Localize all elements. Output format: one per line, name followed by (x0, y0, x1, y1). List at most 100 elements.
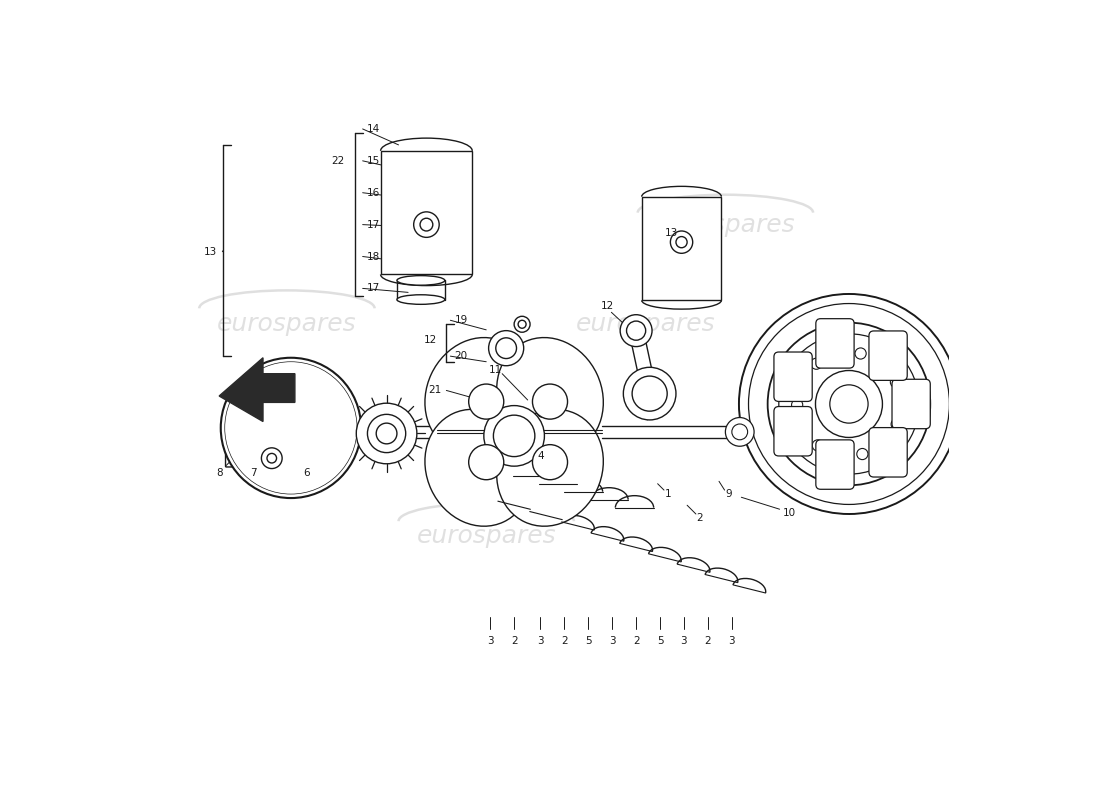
Text: 9: 9 (725, 489, 732, 499)
Text: 7: 7 (250, 468, 256, 478)
Circle shape (532, 445, 568, 480)
Circle shape (620, 314, 652, 346)
Text: 1: 1 (664, 489, 671, 499)
Circle shape (725, 418, 755, 446)
FancyBboxPatch shape (381, 151, 472, 274)
FancyBboxPatch shape (774, 352, 812, 402)
Text: 6: 6 (304, 468, 310, 478)
Circle shape (627, 321, 646, 340)
Circle shape (414, 212, 439, 238)
Circle shape (732, 424, 748, 440)
Text: eurospares: eurospares (656, 213, 795, 237)
Circle shape (768, 322, 931, 486)
Ellipse shape (425, 410, 531, 526)
Circle shape (632, 376, 668, 411)
Text: eurospares: eurospares (217, 312, 356, 336)
Text: 4: 4 (537, 451, 543, 461)
Ellipse shape (497, 338, 603, 454)
Text: 17: 17 (366, 220, 379, 230)
Text: 2: 2 (704, 636, 712, 646)
Circle shape (376, 423, 397, 444)
Circle shape (238, 374, 344, 482)
Circle shape (811, 358, 822, 370)
Circle shape (420, 218, 432, 231)
Text: 2: 2 (696, 513, 703, 523)
FancyBboxPatch shape (816, 318, 854, 368)
Text: 3: 3 (728, 636, 735, 646)
Text: 3: 3 (537, 636, 543, 646)
Text: 5: 5 (657, 636, 663, 646)
Circle shape (242, 378, 340, 478)
Ellipse shape (397, 294, 444, 304)
Circle shape (739, 294, 959, 514)
Circle shape (514, 316, 530, 332)
Text: 19: 19 (454, 315, 467, 326)
Text: 10: 10 (782, 508, 795, 518)
Ellipse shape (425, 338, 531, 454)
Text: 2: 2 (632, 636, 639, 646)
Text: 12: 12 (424, 335, 437, 346)
Text: 17: 17 (366, 283, 379, 294)
Text: 2: 2 (510, 636, 517, 646)
Circle shape (532, 384, 568, 419)
Circle shape (676, 237, 688, 248)
Circle shape (221, 358, 361, 498)
Circle shape (233, 370, 349, 486)
Text: 13: 13 (204, 246, 217, 257)
Text: 16: 16 (366, 188, 379, 198)
Text: 2: 2 (561, 636, 568, 646)
Text: 13: 13 (664, 227, 678, 238)
FancyBboxPatch shape (641, 197, 722, 300)
FancyBboxPatch shape (892, 379, 931, 429)
Circle shape (748, 303, 949, 505)
Circle shape (233, 370, 349, 486)
Circle shape (779, 334, 920, 474)
Circle shape (244, 382, 337, 474)
Circle shape (857, 449, 868, 460)
Circle shape (538, 407, 547, 417)
Circle shape (792, 399, 803, 410)
FancyBboxPatch shape (816, 440, 854, 490)
Circle shape (267, 404, 315, 452)
Text: 18: 18 (366, 251, 379, 262)
Polygon shape (219, 358, 295, 422)
Text: 21: 21 (428, 386, 441, 395)
Circle shape (488, 330, 524, 366)
Circle shape (469, 445, 504, 480)
Circle shape (278, 415, 304, 441)
Circle shape (469, 384, 504, 419)
Circle shape (538, 454, 547, 464)
Circle shape (670, 231, 693, 254)
Circle shape (891, 418, 902, 430)
Circle shape (812, 440, 824, 451)
Text: 11: 11 (490, 365, 503, 374)
Circle shape (890, 377, 902, 388)
Circle shape (518, 320, 526, 328)
Text: 3: 3 (681, 636, 688, 646)
Text: 3: 3 (487, 636, 494, 646)
Text: eurospares: eurospares (576, 312, 715, 336)
Circle shape (855, 348, 866, 359)
FancyBboxPatch shape (774, 406, 812, 456)
Text: 20: 20 (454, 351, 467, 361)
Ellipse shape (397, 276, 444, 285)
Text: 15: 15 (366, 156, 379, 166)
Circle shape (224, 362, 358, 494)
Circle shape (484, 406, 544, 466)
Circle shape (367, 414, 406, 453)
Circle shape (494, 415, 535, 457)
FancyBboxPatch shape (869, 331, 907, 380)
Text: eurospares: eurospares (417, 523, 556, 547)
Circle shape (267, 454, 276, 463)
Text: 8: 8 (217, 468, 223, 478)
Circle shape (815, 370, 882, 438)
Ellipse shape (497, 410, 603, 526)
Circle shape (624, 367, 676, 420)
Circle shape (496, 338, 517, 358)
Text: 22: 22 (331, 156, 344, 166)
Circle shape (262, 448, 282, 469)
Circle shape (356, 403, 417, 464)
Circle shape (829, 385, 868, 423)
Text: 3: 3 (609, 636, 616, 646)
Text: 12: 12 (601, 301, 614, 311)
